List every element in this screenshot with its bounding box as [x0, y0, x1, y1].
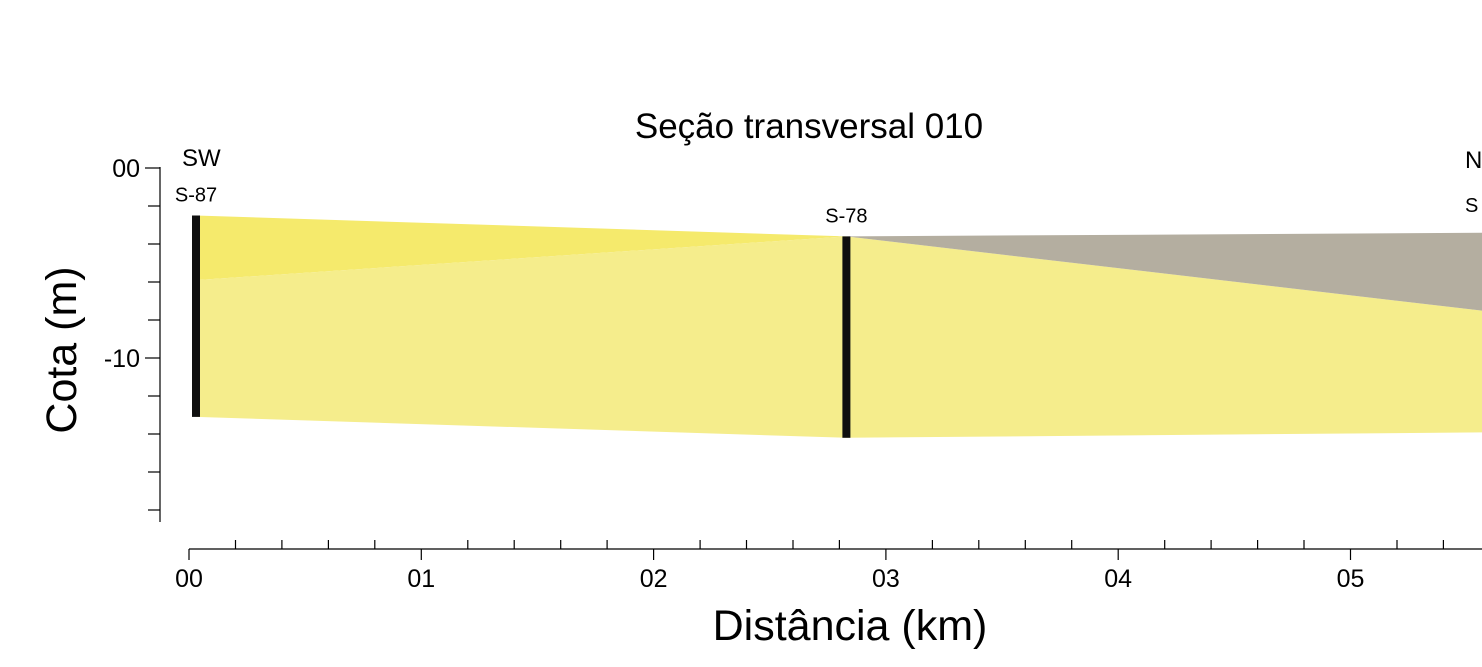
y-tick-label: -10 [104, 345, 140, 373]
layer-2 [196, 236, 1482, 438]
y-axis-title: Cota (m) [38, 266, 86, 433]
well-column [842, 236, 851, 438]
direction-label-right: N [1465, 147, 1482, 174]
well-label: S [1465, 195, 1478, 217]
ticks: 00 01 02 03 04 05 00 -10 [104, 155, 1445, 593]
layer-3 [846, 232, 1482, 311]
x-tick-label: 05 [1337, 565, 1365, 593]
x-axis-title: Distância (km) [713, 602, 988, 650]
well-column [192, 215, 200, 417]
well-label: S-87 [175, 185, 217, 207]
y-tick-label: 00 [112, 155, 140, 183]
axes [159, 167, 1482, 550]
geologic-layers [196, 215, 1482, 438]
x-tick-label: 02 [640, 565, 668, 593]
layer-1 [196, 215, 847, 281]
chart-title: Seção transversal 010 [635, 107, 983, 146]
x-tick-label: 04 [1104, 565, 1132, 593]
x-tick-label: 01 [407, 565, 435, 593]
well-label: S-78 [825, 205, 867, 227]
wells: S-87 S-78 S [175, 185, 1478, 438]
direction-label-left: SW [182, 145, 221, 172]
x-tick-label: 03 [872, 565, 900, 593]
x-tick-label: 00 [175, 565, 203, 593]
